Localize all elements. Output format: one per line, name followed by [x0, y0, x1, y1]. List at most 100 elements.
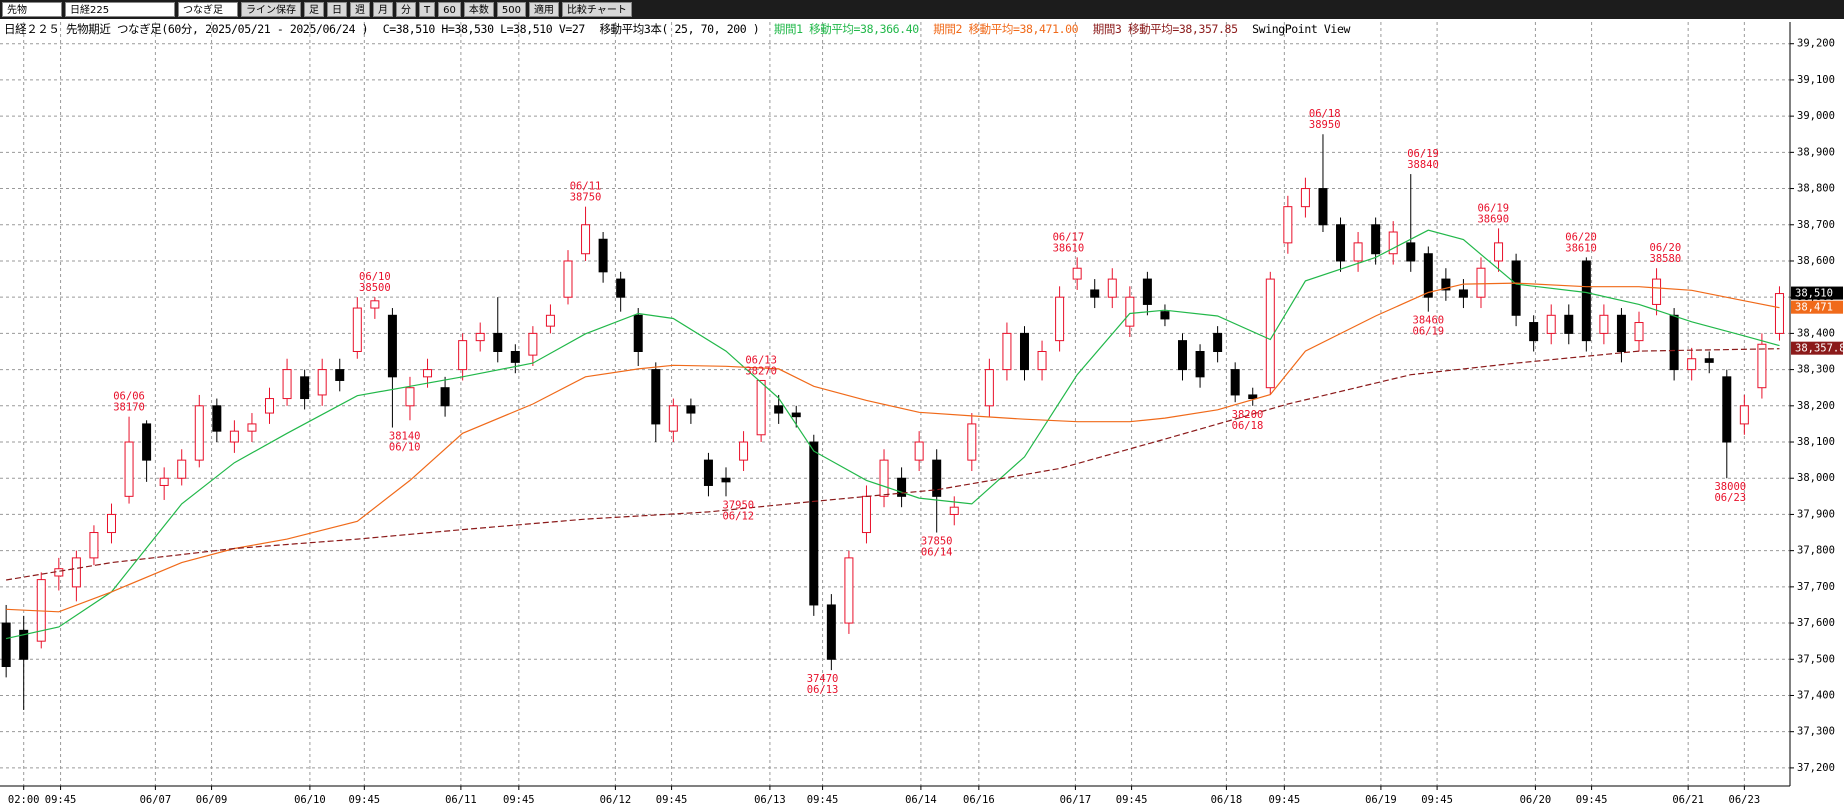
x-tick-label: 09:45 — [656, 794, 688, 806]
candle-body — [1019, 332, 1029, 371]
x-tick-label: 06/12 — [600, 794, 632, 806]
view-label: SwingPoint View — [1252, 22, 1350, 36]
swing-date: 06/19 — [1477, 202, 1509, 214]
swing-price: 38610 — [1053, 242, 1085, 254]
candle-body — [1669, 314, 1679, 371]
x-tick-label: 02:00 — [8, 794, 40, 806]
price-marker — [1791, 341, 1843, 355]
y-tick-label: 38,300 — [1797, 364, 1835, 376]
swing-date: 06/20 — [1650, 242, 1682, 254]
candle-body — [335, 369, 345, 381]
x-tick-label: 09:45 — [1576, 794, 1608, 806]
button[interactable]: 週 — [350, 2, 370, 17]
swing-price: 37850 — [921, 536, 953, 548]
candle-body — [1265, 278, 1275, 389]
x-tick-label: 06/13 — [754, 794, 786, 806]
candle-body — [879, 459, 889, 497]
y-tick-label: 39,100 — [1797, 74, 1835, 86]
candle-body — [106, 513, 116, 534]
x-tick-label: 09:45 — [807, 794, 839, 806]
swing-price: 38270 — [745, 365, 777, 377]
swing-price: 38170 — [113, 402, 145, 414]
candle-body — [598, 238, 608, 273]
swing-date: 06/06 — [113, 391, 145, 403]
swing-date: 06/11 — [570, 181, 602, 193]
y-tick-label: 38,100 — [1797, 436, 1835, 448]
candle-body — [405, 387, 415, 407]
y-tick-label: 38,900 — [1797, 146, 1835, 158]
candle-body — [897, 477, 907, 497]
candle-body — [1581, 260, 1591, 342]
x-tick-label: 06/23 — [1729, 794, 1761, 806]
candle-body — [703, 459, 713, 486]
y-tick-label: 37,200 — [1797, 762, 1835, 774]
candle-body — [528, 332, 538, 356]
legend-entry: 期間1 移動平均=38,366.40 — [773, 22, 919, 36]
candle-body — [1652, 278, 1662, 305]
y-tick-label: 38,200 — [1797, 400, 1835, 412]
candle-body — [142, 423, 152, 461]
candle-body — [1511, 260, 1521, 316]
price-marker-label: 38,510 — [1795, 288, 1833, 300]
candle-body — [1564, 314, 1574, 334]
y-tick-label: 37,900 — [1797, 508, 1835, 520]
candle-body — [739, 441, 749, 461]
candle-body — [493, 332, 503, 352]
candle-body — [1774, 293, 1784, 334]
input[interactable]: 500 — [496, 2, 526, 17]
y-tick-label: 37,700 — [1797, 581, 1835, 593]
candle-body — [1757, 343, 1767, 389]
candle-body — [1406, 242, 1416, 262]
y-tick-label: 37,400 — [1797, 689, 1835, 701]
candle-body — [1722, 376, 1732, 443]
dropdown[interactable]: 先物 — [2, 2, 62, 17]
candle-body — [1178, 340, 1188, 371]
swing-date: 06/19 — [1413, 326, 1445, 338]
button[interactable]: 月 — [373, 2, 393, 17]
candle-body — [686, 405, 696, 414]
candle-body — [1476, 267, 1486, 298]
input[interactable]: 60 — [438, 2, 461, 17]
swing-date: 06/13 — [745, 354, 777, 366]
price-marker-label: 38,471 — [1795, 302, 1833, 314]
candle-body — [633, 314, 643, 352]
candle-body — [194, 405, 204, 461]
x-tick-label: 09:45 — [45, 794, 77, 806]
candle-body — [159, 477, 169, 486]
candle-body — [826, 604, 836, 660]
swing-price: 38690 — [1477, 213, 1509, 225]
candle-body — [1704, 358, 1714, 363]
button[interactable]: 適用 — [528, 2, 559, 17]
candle-body — [1002, 332, 1012, 371]
swing-date: 06/23 — [1714, 492, 1746, 504]
candle-body — [984, 369, 994, 407]
candle-body — [1283, 206, 1293, 244]
candle-body — [1634, 322, 1644, 342]
button[interactable]: T — [419, 2, 436, 17]
button[interactable]: ライン保存 — [241, 2, 301, 17]
candle-body — [124, 441, 134, 497]
button[interactable]: 分 — [396, 2, 416, 17]
price-marker — [1791, 286, 1843, 300]
candle-body — [475, 332, 485, 342]
dropdown[interactable]: 日経225 — [65, 2, 175, 17]
candle-body — [914, 441, 924, 461]
swing-price: 38750 — [570, 192, 602, 204]
candle-body — [387, 314, 397, 378]
candle-body — [1, 622, 11, 668]
candle-body — [1599, 314, 1609, 334]
button[interactable]: 日 — [327, 2, 347, 17]
candle-body — [1458, 289, 1468, 298]
dropdown[interactable]: つなぎ足 — [178, 2, 238, 17]
x-tick-label: 09:45 — [503, 794, 535, 806]
candle-body — [265, 398, 275, 414]
candle-body — [1125, 296, 1135, 327]
button[interactable]: 比較チャート — [561, 2, 632, 17]
x-tick-label: 09:45 — [1421, 794, 1453, 806]
candle-body — [1529, 322, 1539, 342]
candle-body — [1687, 358, 1697, 371]
